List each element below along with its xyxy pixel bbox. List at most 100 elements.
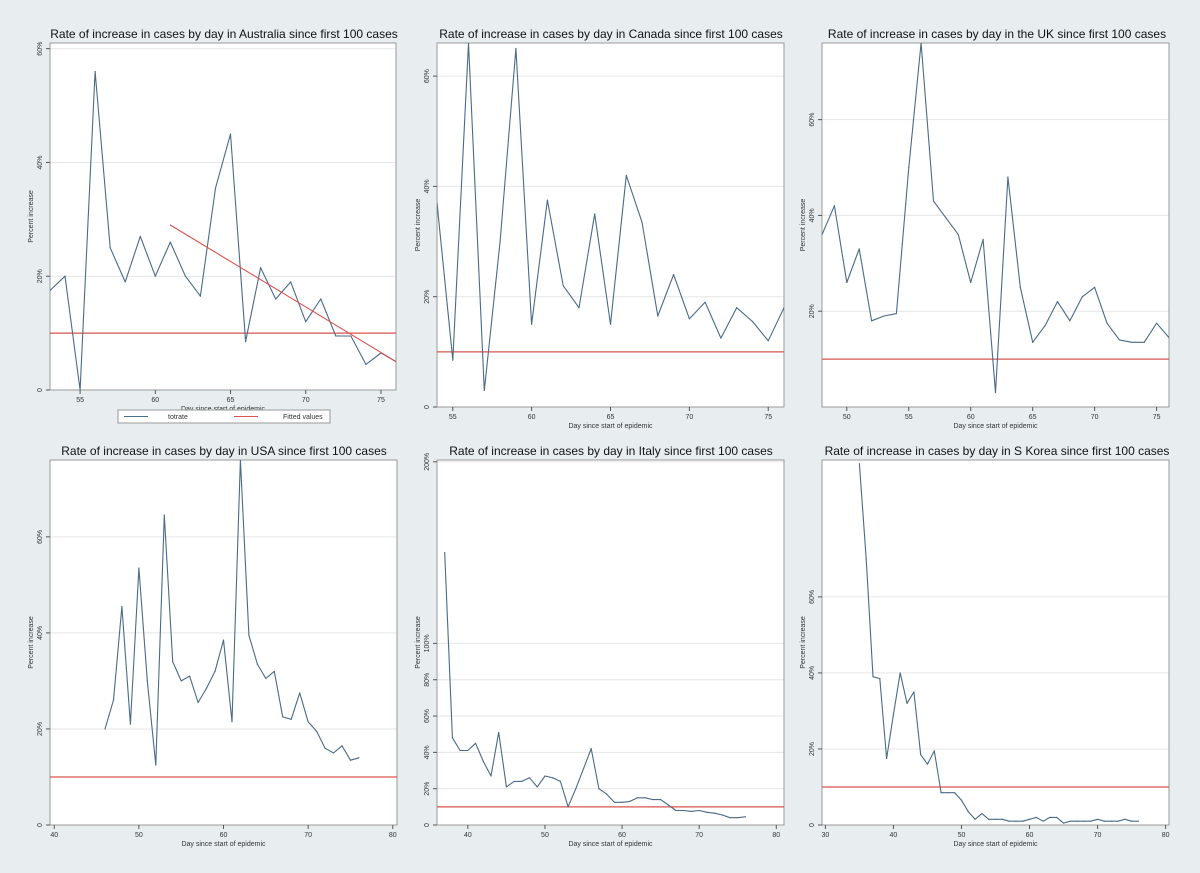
data-point — [582, 768, 585, 770]
data-point — [1015, 820, 1017, 822]
x-axis-label: Day since start of epidemic — [568, 841, 653, 848]
x-axis-label: Day since start of epidemic — [953, 423, 1038, 430]
data-point — [721, 814, 723, 816]
data-point — [675, 809, 677, 812]
plot-area — [822, 460, 1169, 825]
y-tick-label: 60% — [37, 530, 44, 544]
data-point — [248, 634, 250, 636]
data-point — [365, 363, 367, 366]
x-tick-label: 40 — [890, 832, 898, 839]
data-point — [205, 687, 208, 689]
data-point — [169, 241, 171, 243]
plot-content — [822, 463, 1169, 824]
data-point — [275, 298, 277, 300]
data-point — [767, 340, 769, 342]
data-point — [870, 320, 873, 322]
data-point — [982, 238, 984, 240]
chart-title: Rate of increase in cases by day in Cana… — [439, 27, 783, 41]
data-point — [683, 809, 685, 812]
data-point — [625, 174, 627, 176]
data-point — [967, 811, 969, 813]
plot-content — [437, 43, 784, 392]
data-point — [1083, 820, 1085, 822]
data-point — [239, 460, 242, 461]
data-point — [528, 777, 531, 779]
data-point — [332, 752, 335, 754]
data-point — [706, 811, 708, 813]
x-tick-label: 60 — [618, 832, 626, 839]
data-point — [957, 233, 959, 236]
data-point — [698, 809, 700, 812]
data-point — [350, 335, 352, 337]
x-tick-label: 75 — [1153, 414, 1161, 421]
data-point — [1069, 820, 1071, 822]
data-point — [1032, 341, 1034, 343]
x-tick-label: 60 — [1026, 832, 1034, 839]
data-point — [214, 187, 217, 189]
chart-panel-6: Rate of increase in cases by day in S Ko… — [800, 444, 1170, 848]
plot-area — [822, 43, 1169, 407]
data-point — [920, 43, 922, 44]
chart-panel-4: Rate of increase in cases by day in USA … — [28, 444, 398, 848]
data-point — [79, 389, 81, 390]
data-point — [1044, 324, 1046, 327]
data-point — [594, 213, 596, 215]
data-point — [546, 199, 549, 201]
y-tick-label: 60% — [37, 42, 44, 56]
data-point — [737, 817, 739, 819]
data-point — [660, 798, 662, 801]
data-point — [1081, 296, 1083, 298]
data-point — [483, 389, 485, 392]
x-axis-label: Day since start of epidemic — [953, 841, 1038, 848]
y-axis-label: Percent increase — [800, 199, 807, 252]
data-point — [452, 359, 454, 361]
data-point — [229, 133, 232, 135]
chart-title: Rate of increase in cases by day in Ital… — [449, 444, 773, 458]
data-point — [1022, 820, 1024, 822]
data-point — [994, 392, 997, 394]
plot-area — [50, 43, 396, 390]
data-point — [482, 760, 484, 763]
data-point — [729, 817, 731, 819]
y-tick-label: 0 — [37, 388, 44, 392]
legend-box — [117, 409, 331, 424]
x-tick-label: 40 — [464, 832, 472, 839]
data-point — [970, 281, 972, 284]
data-point — [1094, 286, 1096, 288]
data-point — [155, 764, 157, 766]
chart-title: Rate of increase in cases by day in Aust… — [50, 27, 398, 41]
y-tick-label: 20% — [809, 304, 816, 318]
x-tick-label: 70 — [1091, 414, 1099, 421]
data-point — [559, 780, 561, 783]
data-point — [256, 663, 258, 665]
y-tick-label: 200% — [424, 453, 431, 471]
plot-content — [50, 460, 397, 778]
data-point — [606, 793, 608, 795]
data-point — [459, 749, 461, 752]
data-point — [613, 801, 615, 803]
x-tick-label: 80 — [389, 832, 397, 839]
data-point — [1143, 341, 1145, 343]
data-point — [490, 775, 492, 777]
data-point — [513, 780, 515, 783]
data-point — [567, 806, 569, 808]
y-tick-label: 40% — [37, 155, 44, 169]
chart-panel-3: Rate of increase in cases by day in the … — [800, 27, 1170, 430]
x-tick-label: 75 — [377, 397, 385, 404]
y-tick-label: 60% — [424, 69, 431, 83]
data-point — [184, 275, 186, 277]
data-point — [892, 714, 895, 716]
data-point — [908, 166, 910, 169]
data-point — [146, 680, 148, 682]
x-tick-label: 60 — [967, 414, 975, 421]
x-tick-label: 75 — [764, 414, 772, 421]
x-tick-label: 60 — [220, 832, 228, 839]
x-axis-label: Day since start of epidemic — [181, 841, 266, 848]
data-point — [833, 205, 835, 207]
x-tick-label: 60 — [151, 397, 159, 404]
x-tick-label: 55 — [76, 397, 84, 404]
data-point — [947, 792, 949, 794]
data-point — [467, 43, 470, 44]
x-tick-label: 30 — [822, 832, 830, 839]
